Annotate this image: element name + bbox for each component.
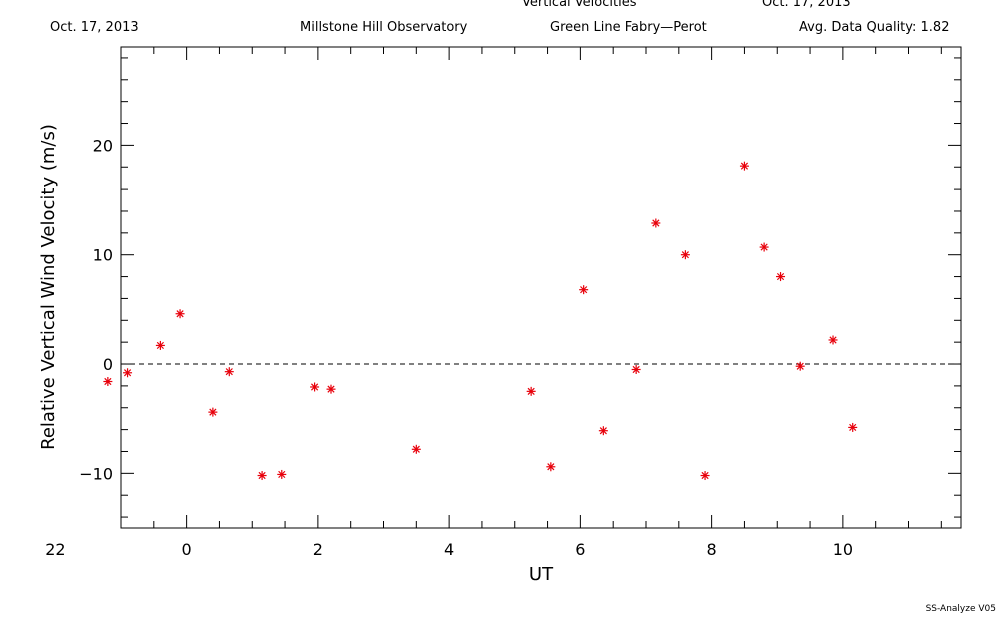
header-date: Oct. 17, 2013	[50, 20, 139, 35]
data-point	[680, 250, 690, 260]
y-tick-label: 0	[103, 355, 113, 374]
data-point	[326, 384, 336, 394]
data-point	[277, 469, 287, 479]
data-point	[208, 407, 218, 417]
data-point	[848, 422, 858, 432]
data-point	[257, 471, 267, 481]
x-axis-ticks: 22 0 2 4 6 8 10	[45, 47, 942, 559]
data-point	[739, 161, 749, 171]
header-title-cut: Vertical Velocities	[522, 0, 637, 10]
data-point	[700, 471, 710, 481]
x-tick-label: 22	[45, 540, 65, 559]
header-instrument: Green Line Fabry—Perot	[550, 20, 707, 35]
software-footer: SS-Analyze V05	[926, 604, 996, 614]
x-tick-label: 6	[575, 540, 585, 559]
data-point	[776, 272, 786, 282]
data-point	[155, 340, 165, 350]
data-point	[310, 382, 320, 392]
x-tick-label: 0	[182, 540, 192, 559]
data-point	[526, 386, 536, 396]
y-axis-label: Relative Vertical Wind Velocity (m/s)	[38, 124, 59, 450]
y-tick-label: −10	[79, 464, 113, 483]
x-axis-label: UT	[529, 564, 554, 585]
plot-frame	[120, 46, 962, 529]
x-tick-label: 10	[833, 540, 853, 559]
data-point	[123, 368, 133, 378]
header-date-cut: Oct. 17, 2013	[762, 0, 851, 10]
y-axis-ticks: −10 0 10 20	[79, 57, 961, 518]
data-point	[103, 377, 113, 387]
y-tick-label: 10	[93, 246, 113, 265]
data-point	[828, 335, 838, 345]
data-point	[631, 364, 641, 374]
header-observatory: Millstone Hill Observatory	[300, 20, 468, 35]
data-point	[795, 361, 805, 371]
data-point	[579, 285, 589, 295]
x-tick-label: 4	[444, 540, 454, 559]
data-points	[103, 161, 858, 481]
data-point	[598, 426, 608, 436]
data-point	[224, 367, 234, 377]
data-point	[759, 242, 769, 252]
x-tick-label: 8	[707, 540, 717, 559]
x-tick-label: 2	[313, 540, 323, 559]
header-quality: Avg. Data Quality: 1.82	[799, 20, 949, 35]
y-tick-label: 20	[93, 136, 113, 155]
data-point	[175, 309, 185, 319]
data-point	[651, 218, 661, 228]
data-point	[546, 462, 556, 472]
data-point	[411, 444, 421, 454]
